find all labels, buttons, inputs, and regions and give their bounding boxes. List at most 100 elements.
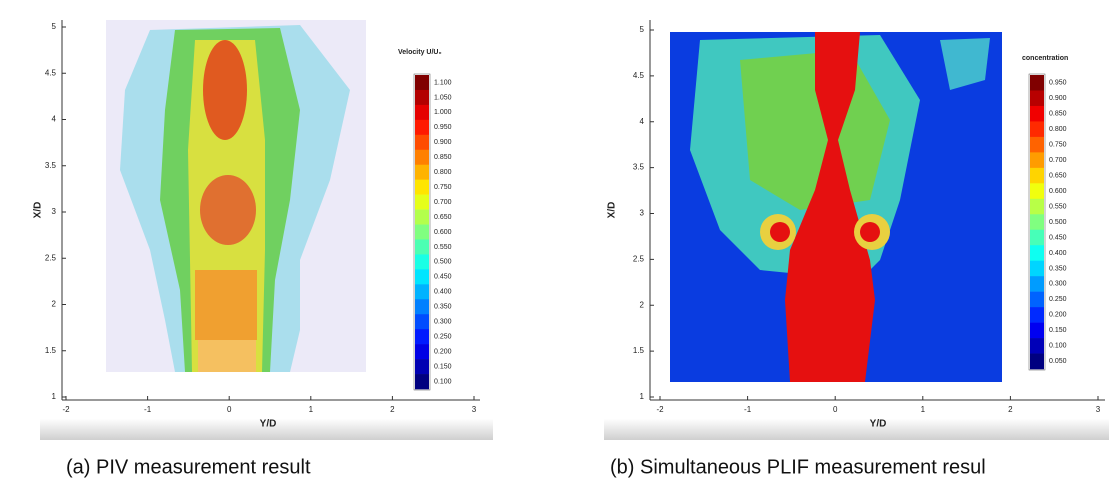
- colorbar-swatch: [415, 374, 429, 390]
- colorbar-swatch: [415, 254, 429, 270]
- y-tick-label: 4.5: [45, 68, 57, 77]
- y-tick-label: 2.5: [633, 254, 645, 263]
- y-tick-label: 1.5: [633, 346, 645, 355]
- colorbar-swatch: [415, 104, 429, 121]
- y-tick-label: 3: [640, 209, 645, 218]
- x-tick-label: -2: [656, 405, 664, 414]
- colorbar-label: 0.250: [1049, 296, 1067, 303]
- colorbar-swatch: [1030, 183, 1044, 200]
- colorbar-label: 0.350: [1049, 265, 1067, 272]
- colorbar-label: 0.650: [434, 214, 452, 221]
- colorbar-swatch: [1030, 338, 1044, 354]
- colorbar-swatch: [415, 209, 429, 225]
- colorbar-label: 0.100: [434, 378, 452, 385]
- x-axis-title: Y/D: [870, 419, 887, 430]
- y-axis-title: X/D: [33, 202, 44, 219]
- y-tick-label: 2.5: [45, 253, 57, 262]
- colorbar-label: 0.150: [1049, 327, 1067, 334]
- x-tick-label: 2: [1008, 405, 1013, 414]
- colorbar-label: 0.850: [1049, 111, 1067, 118]
- colorbar-label: 0.400: [434, 289, 452, 296]
- colorbar-swatch: [1030, 291, 1044, 308]
- colorbar-label: 0.650: [1049, 172, 1067, 179]
- colorbar-label: 0.300: [1049, 281, 1067, 288]
- colorbar-swatch: [415, 224, 429, 240]
- colorbar-swatch: [415, 239, 429, 255]
- colorbar-swatch: [1030, 152, 1044, 169]
- x-tick-label: 0: [227, 405, 232, 414]
- colorbar-title: concentration: [1022, 55, 1068, 62]
- colorbar-label: 0.250: [434, 334, 452, 341]
- colorbar-title: Velocity U/U₀: [398, 49, 442, 56]
- colorbar-label: 0.400: [1049, 250, 1067, 257]
- caption: (b) Simultaneous PLIF measurement resul: [610, 456, 986, 478]
- x-tick-label: 1: [921, 405, 926, 414]
- colorbar-swatch: [1030, 198, 1044, 215]
- colorbar-swatch: [415, 179, 429, 195]
- colorbar-swatch: [1030, 307, 1044, 323]
- colorbar-label: 0.450: [1049, 234, 1067, 241]
- y-tick-label: 5: [52, 22, 57, 31]
- x-tick-label: 3: [472, 405, 477, 414]
- colorbar-label: 0.550: [1049, 203, 1067, 210]
- colorbar-swatch: [415, 134, 429, 151]
- colorbar-swatch: [1030, 75, 1044, 91]
- colorbar-label: 0.850: [434, 154, 452, 161]
- colorbar-label: 0.750: [434, 184, 452, 191]
- colorbar-label: 0.700: [434, 199, 452, 206]
- colorbar-swatch: [1030, 276, 1044, 292]
- colorbar-swatch: [415, 119, 429, 136]
- y-tick-label: 1: [640, 392, 645, 401]
- colorbar-label: 0.900: [1049, 95, 1067, 102]
- colorbar-swatch: [1030, 167, 1044, 184]
- colorbar-label: 0.900: [434, 139, 452, 146]
- colorbar-swatch: [415, 89, 429, 106]
- colorbar-label: 0.950: [434, 124, 452, 131]
- caption: (a) PIV measurement result: [66, 456, 311, 478]
- colorbar-label: 0.150: [434, 363, 452, 370]
- colorbar-label: 0.100: [1049, 343, 1067, 350]
- x-tick-label: -1: [144, 405, 152, 414]
- y-tick-label: 3.5: [45, 161, 57, 170]
- colorbar-swatch: [1030, 105, 1044, 122]
- colorbar-swatch: [1030, 214, 1044, 231]
- colorbar-swatch: [415, 299, 429, 315]
- colorbar-swatch: [1030, 260, 1044, 277]
- x-tick-label: -1: [744, 405, 752, 414]
- plif-field: [670, 32, 1002, 382]
- colorbar-label: 0.200: [1049, 312, 1067, 319]
- colorbar-label: 1.050: [434, 94, 452, 101]
- y-tick-label: 3: [52, 207, 57, 216]
- colorbar-swatch: [415, 194, 429, 210]
- colorbar-swatch: [415, 329, 429, 345]
- colorbar-swatch: [1030, 322, 1044, 339]
- colorbar-label: 0.500: [434, 259, 452, 266]
- colorbar-label: 0.950: [1049, 80, 1067, 87]
- y-axis-title: X/D: [607, 202, 618, 219]
- colorbar-swatch: [1030, 121, 1044, 138]
- colorbar-swatch: [415, 314, 429, 330]
- colorbar-label: 0.600: [1049, 188, 1067, 195]
- colorbar-swatch: [1030, 245, 1044, 261]
- colorbar-label: 0.200: [434, 348, 452, 355]
- y-tick-label: 4.5: [633, 71, 645, 80]
- colorbar-swatch: [415, 284, 429, 300]
- piv-field: [106, 20, 366, 372]
- y-tick-label: 2: [52, 300, 57, 309]
- colorbar-label: 1.100: [434, 79, 452, 86]
- x-tick-label: -2: [62, 405, 70, 414]
- colorbar-swatch: [415, 75, 429, 91]
- colorbar-label: 0.600: [434, 229, 452, 236]
- colorbar-label: 0.050: [1049, 358, 1067, 365]
- x-tick-label: 2: [390, 405, 395, 414]
- colorbar-swatch: [415, 269, 429, 285]
- colorbar-label: 0.450: [434, 274, 452, 281]
- colorbar-label: 0.800: [434, 169, 452, 176]
- y-tick-label: 5: [640, 25, 645, 34]
- colorbar-label: 1.000: [434, 109, 452, 116]
- colorbar-label: 0.350: [434, 304, 452, 311]
- x-axis-title: Y/D: [260, 419, 277, 430]
- colorbar-label: 0.300: [434, 319, 452, 326]
- axes: [61, 20, 1105, 401]
